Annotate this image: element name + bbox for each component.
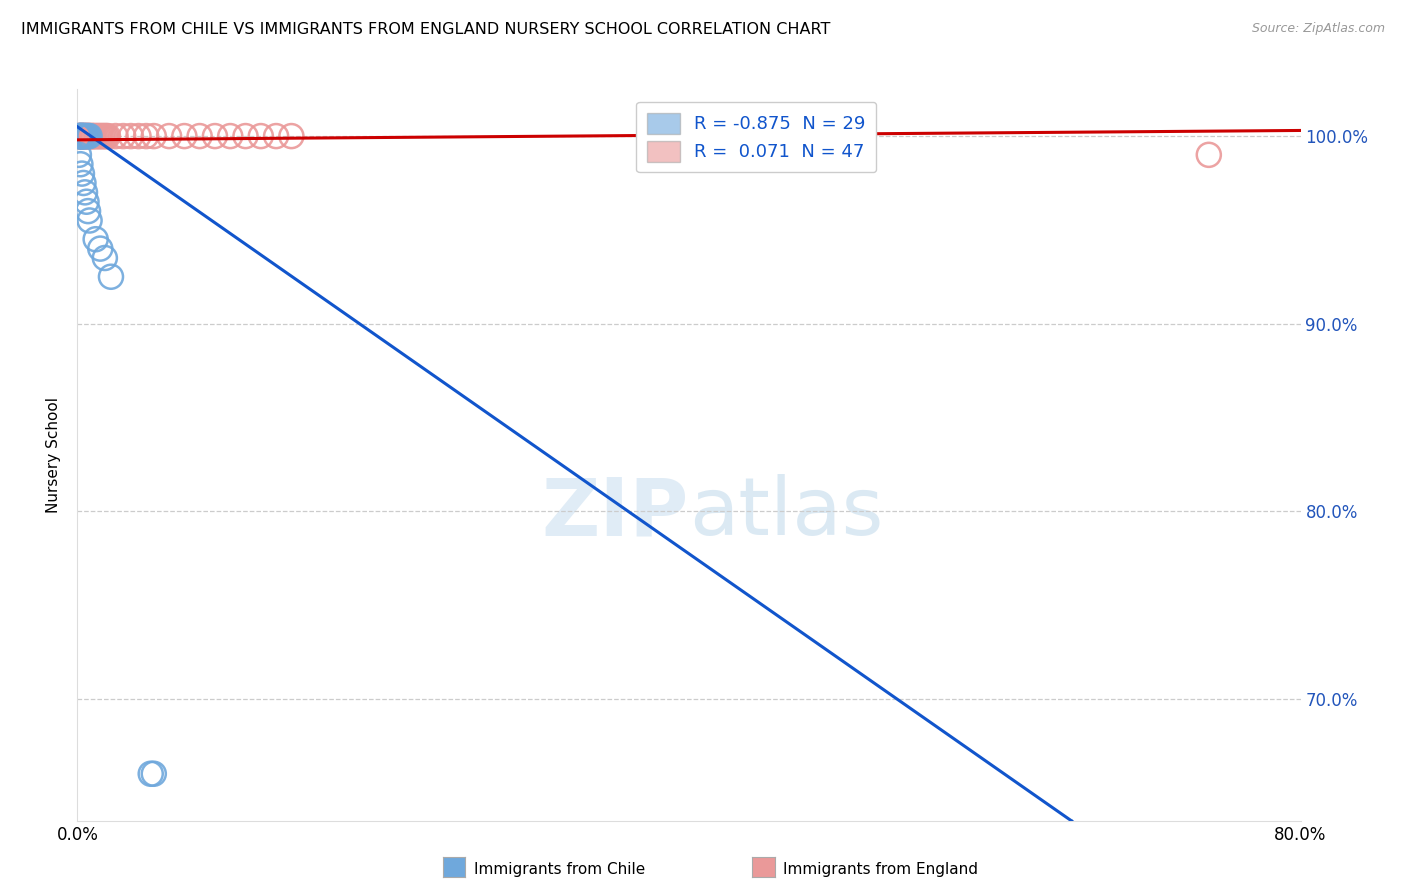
Point <box>67 129 90 144</box>
Point <box>120 129 142 144</box>
Point <box>139 766 162 780</box>
Point <box>73 129 96 144</box>
Point <box>76 129 98 144</box>
Point <box>84 129 107 144</box>
Point <box>235 129 257 144</box>
Point <box>67 129 90 144</box>
Point <box>112 129 135 144</box>
Point <box>73 129 96 144</box>
Point <box>69 129 91 144</box>
Point <box>94 129 117 144</box>
Point <box>87 129 110 144</box>
Point <box>1198 148 1220 162</box>
Point <box>70 129 93 144</box>
Point <box>72 176 94 190</box>
Point <box>142 766 165 780</box>
Point <box>72 129 94 144</box>
Point <box>104 129 127 144</box>
Point <box>79 129 101 144</box>
Point <box>77 204 100 219</box>
Point <box>100 269 122 284</box>
Point <box>89 242 111 256</box>
Point <box>678 129 700 144</box>
Text: Immigrants from England: Immigrants from England <box>783 863 979 877</box>
Point <box>77 129 100 144</box>
Point <box>76 194 98 209</box>
Point <box>72 129 94 144</box>
Point <box>77 129 100 144</box>
Point <box>90 129 112 144</box>
Point <box>79 129 101 144</box>
Point <box>647 129 669 144</box>
Point <box>67 148 90 162</box>
Point <box>91 129 114 144</box>
Legend: R = -0.875  N = 29, R =  0.071  N = 47: R = -0.875 N = 29, R = 0.071 N = 47 <box>637 102 876 172</box>
Point <box>142 129 165 144</box>
Point <box>280 129 302 144</box>
Point <box>72 129 94 144</box>
Point <box>86 129 108 144</box>
Point <box>69 129 91 144</box>
Point <box>67 129 90 144</box>
Point <box>70 129 93 144</box>
Point <box>79 129 101 144</box>
Point <box>128 129 150 144</box>
Point <box>73 129 96 144</box>
Point <box>70 167 93 181</box>
Point <box>82 129 104 144</box>
Point <box>69 129 91 144</box>
Point <box>157 129 180 144</box>
Point <box>76 129 98 144</box>
Point <box>173 129 195 144</box>
Text: ZIP: ZIP <box>541 475 689 552</box>
Point <box>73 186 96 200</box>
Point <box>89 129 111 144</box>
Point <box>219 129 242 144</box>
Point <box>83 129 105 144</box>
Point <box>67 129 90 144</box>
Text: Source: ZipAtlas.com: Source: ZipAtlas.com <box>1251 22 1385 36</box>
Point <box>69 157 91 171</box>
Text: Immigrants from Chile: Immigrants from Chile <box>474 863 645 877</box>
Point <box>70 129 93 144</box>
Point <box>73 129 96 144</box>
Text: IMMIGRANTS FROM CHILE VS IMMIGRANTS FROM ENGLAND NURSERY SCHOOL CORRELATION CHAR: IMMIGRANTS FROM CHILE VS IMMIGRANTS FROM… <box>21 22 831 37</box>
Text: atlas: atlas <box>689 475 883 552</box>
Point <box>204 129 226 144</box>
Point <box>264 129 287 144</box>
Point <box>79 213 101 227</box>
Point <box>72 129 94 144</box>
Point <box>84 232 107 246</box>
Point <box>76 129 98 144</box>
Y-axis label: Nursery School: Nursery School <box>46 397 62 513</box>
Point <box>82 129 104 144</box>
Point <box>69 129 91 144</box>
Point <box>94 251 117 265</box>
Point <box>188 129 211 144</box>
Point <box>77 129 100 144</box>
Point <box>250 129 273 144</box>
Point <box>69 129 91 144</box>
Point <box>135 129 157 144</box>
Point <box>97 129 120 144</box>
Point <box>70 129 93 144</box>
Point <box>96 129 118 144</box>
Point <box>70 129 93 144</box>
Point <box>80 129 103 144</box>
